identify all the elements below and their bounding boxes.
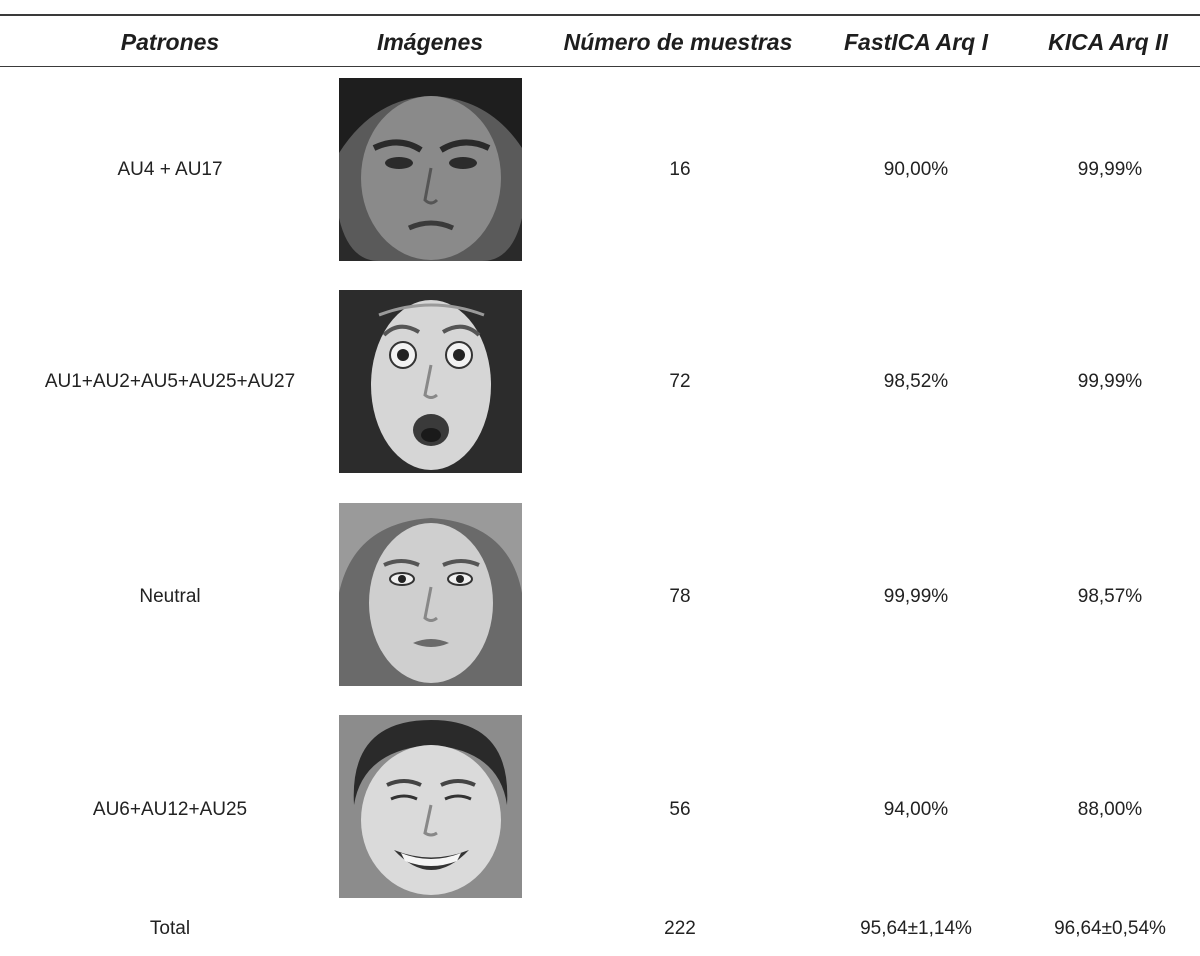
header-kica: KICA Arq II: [1048, 29, 1168, 55]
face-surprise-icon: [339, 290, 522, 473]
row3-kica: 98,57%: [1077, 586, 1143, 607]
row2-kica: 99,99%: [1077, 371, 1143, 392]
header-patrones: Patrones: [120, 29, 220, 55]
row3-pattern: Neutral: [139, 586, 201, 607]
row1-fastica: 90,00%: [883, 159, 949, 180]
row1-samples: 16: [669, 159, 691, 180]
row1-pattern: AU4 + AU17: [117, 159, 223, 180]
row4-pattern: AU6+AU12+AU25: [92, 799, 248, 820]
row2-pattern: AU1+AU2+AU5+AU25+AU27: [44, 371, 296, 392]
row2-samples: 72: [669, 371, 691, 392]
face-neutral-icon: [339, 503, 522, 686]
total-samples: 222: [664, 918, 696, 939]
row3-samples: 78: [669, 586, 691, 607]
row2-fastica: 98,52%: [883, 371, 949, 392]
header-imagenes: Imágenes: [376, 29, 484, 55]
table-header-rule: [0, 66, 1200, 67]
table-top-rule: [0, 14, 1200, 16]
header-numero-muestras: Número de muestras: [563, 29, 793, 55]
total-kica: 96,64±0,54%: [1054, 918, 1166, 939]
total-label: Total: [149, 918, 191, 939]
row4-kica: 88,00%: [1077, 799, 1143, 820]
row4-samples: 56: [669, 799, 691, 820]
header-fastica: FastICA Arq I: [844, 29, 988, 55]
row3-fastica: 99,99%: [883, 586, 949, 607]
row1-kica: 99,99%: [1077, 159, 1143, 180]
face-frown-icon: [339, 78, 522, 261]
total-fastica: 95,64±1,14%: [860, 918, 972, 939]
row4-fastica: 94,00%: [883, 799, 949, 820]
face-smile-icon: [339, 715, 522, 898]
